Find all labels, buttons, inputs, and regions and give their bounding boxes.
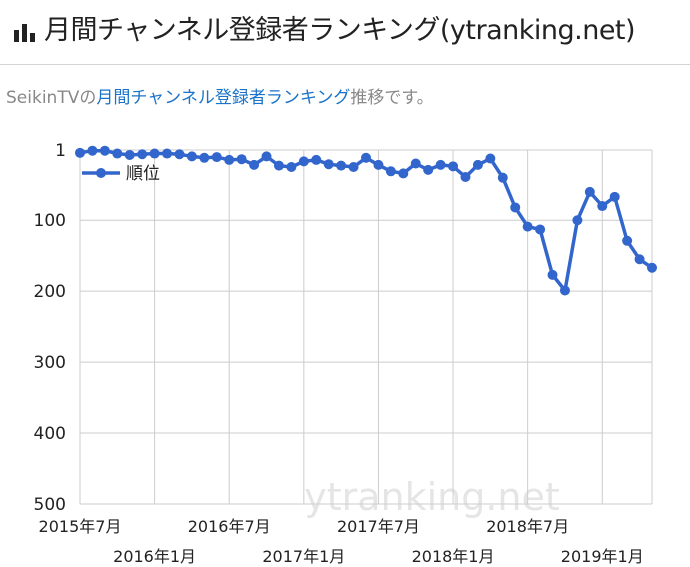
- data-point[interactable]: [485, 153, 496, 164]
- data-point[interactable]: [448, 161, 459, 172]
- data-point[interactable]: [572, 215, 583, 226]
- y-tick-label: 100: [34, 211, 66, 231]
- data-point[interactable]: [373, 159, 384, 170]
- data-point[interactable]: [112, 148, 123, 159]
- y-tick-label: 200: [34, 282, 66, 302]
- page-header: 月間チャンネル登録者ランキング(ytranking.net): [0, 0, 690, 62]
- x-tick-label: 2015年7月: [39, 517, 122, 536]
- y-axis-ticks: 1 100 200 300 400 500: [34, 141, 66, 515]
- data-point[interactable]: [87, 145, 98, 156]
- data-point[interactable]: [137, 149, 148, 160]
- data-point[interactable]: [336, 160, 347, 171]
- legend-marker: [96, 168, 106, 178]
- x-tick-label: 2016年7月: [188, 517, 271, 536]
- y-tick-label: 1: [55, 141, 66, 161]
- legend-label: 順位: [126, 164, 160, 184]
- data-point[interactable]: [298, 156, 309, 167]
- data-point[interactable]: [224, 154, 235, 165]
- chart-legend: 順位: [82, 164, 160, 184]
- data-point[interactable]: [584, 186, 595, 197]
- chart-grid: [79, 149, 653, 505]
- data-point[interactable]: [435, 159, 446, 170]
- data-point[interactable]: [261, 151, 272, 162]
- data-point[interactable]: [460, 171, 471, 182]
- x-tick-label: 2017年1月: [262, 547, 345, 566]
- data-point[interactable]: [423, 164, 434, 175]
- header-divider: [0, 64, 690, 65]
- data-point[interactable]: [286, 162, 297, 173]
- data-point[interactable]: [75, 147, 85, 158]
- x-tick-label: 2017年7月: [337, 517, 420, 536]
- caption-prefix: SeikinTVの: [6, 88, 97, 108]
- data-point[interactable]: [99, 145, 110, 156]
- x-tick-label: 2019年1月: [561, 547, 644, 566]
- data-point[interactable]: [361, 152, 371, 163]
- chart-caption: SeikinTVの月間チャンネル登録者ランキング推移です。: [6, 86, 434, 110]
- data-point[interactable]: [622, 235, 633, 246]
- y-tick-label: 400: [34, 424, 66, 444]
- data-point[interactable]: [559, 285, 570, 296]
- data-point[interactable]: [385, 166, 396, 177]
- caption-suffix: 推移です。: [350, 88, 434, 108]
- data-point[interactable]: [211, 152, 222, 163]
- data-point[interactable]: [186, 151, 197, 162]
- data-point[interactable]: [535, 224, 546, 235]
- data-point[interactable]: [597, 201, 608, 212]
- data-point[interactable]: [249, 159, 260, 170]
- data-point[interactable]: [547, 269, 558, 280]
- data-point[interactable]: [199, 152, 210, 163]
- data-point[interactable]: [398, 168, 409, 179]
- data-point[interactable]: [273, 160, 284, 171]
- bar-chart-icon: [14, 24, 35, 42]
- x-axis-ticks: 2015年7月 2016年7月 2017年7月 2018年7月 2016年1月 2017年…: [39, 517, 644, 566]
- data-point[interactable]: [323, 159, 334, 170]
- data-point[interactable]: [410, 158, 421, 169]
- data-point[interactable]: [647, 262, 657, 273]
- data-point[interactable]: [174, 149, 185, 160]
- data-point[interactable]: [497, 172, 508, 183]
- data-point[interactable]: [311, 154, 322, 165]
- data-point[interactable]: [522, 221, 533, 232]
- data-point[interactable]: [510, 202, 521, 213]
- data-point[interactable]: [472, 159, 483, 170]
- chart-watermark: ytranking.net: [304, 475, 560, 519]
- data-point[interactable]: [124, 149, 135, 160]
- page-title: 月間チャンネル登録者ランキング(ytranking.net): [44, 15, 636, 46]
- x-tick-label: 2016年1月: [113, 547, 196, 566]
- y-tick-label: 300: [34, 353, 66, 373]
- data-point[interactable]: [149, 148, 160, 159]
- ranking-link[interactable]: 月間チャンネル登録者ランキング: [96, 88, 351, 108]
- data-point[interactable]: [162, 148, 173, 159]
- data-point[interactable]: [236, 154, 247, 165]
- series-ranking: [75, 145, 657, 296]
- data-point[interactable]: [348, 162, 359, 173]
- x-tick-label: 2018年1月: [412, 547, 495, 566]
- x-tick-label: 2018年7月: [486, 517, 569, 536]
- data-point[interactable]: [609, 191, 620, 202]
- y-tick-label: 500: [34, 495, 66, 515]
- data-point[interactable]: [634, 254, 645, 265]
